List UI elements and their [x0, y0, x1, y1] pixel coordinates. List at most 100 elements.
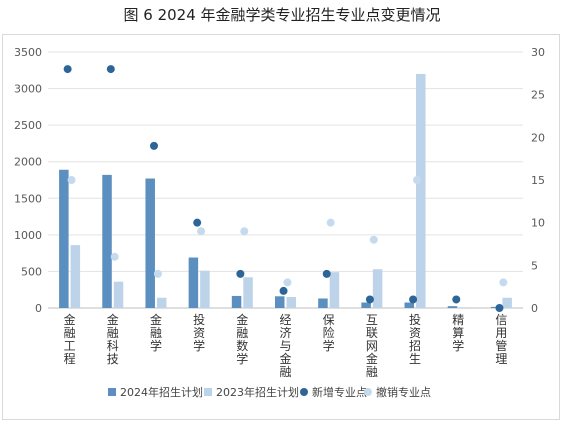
- category-label: 融: [150, 326, 162, 340]
- point-removed: [369, 235, 378, 244]
- point-new: [322, 269, 331, 278]
- point-new: [63, 65, 72, 74]
- legend-label: 2024年招生计划: [120, 385, 203, 399]
- y-left-tick-label: 1000: [14, 229, 42, 242]
- category-label: 数: [236, 338, 248, 353]
- legend-swatch: [108, 388, 116, 396]
- category-label: 经: [279, 313, 291, 327]
- category-label: 招: [409, 339, 421, 353]
- y-left-tick-label: 3000: [14, 83, 42, 96]
- bar-2023-plan: [113, 281, 124, 308]
- y-right-tick-label: 0: [531, 302, 538, 315]
- category-label: 金: [64, 312, 76, 327]
- y-left-tick-label: 0: [35, 302, 42, 315]
- category-label: 学: [193, 338, 205, 353]
- y-right-tick-label: 15: [531, 174, 545, 187]
- category-label: 联: [366, 326, 378, 340]
- bar-2023-plan: [372, 269, 383, 308]
- category-label: 程: [64, 351, 76, 366]
- point-new: [150, 141, 159, 150]
- category-label: 融: [107, 326, 119, 340]
- category-label: 保: [323, 313, 335, 327]
- category-label: 投: [409, 312, 421, 327]
- y-right-tick-label: 20: [531, 131, 545, 144]
- legend-label: 撤销专业点: [376, 385, 431, 399]
- point-removed: [197, 227, 206, 236]
- bar-2024-plan: [102, 174, 112, 308]
- bar-2024-plan: [447, 306, 458, 308]
- bar-2024-plan: [59, 169, 69, 308]
- category-label: 金: [236, 312, 248, 327]
- point-new: [409, 295, 418, 304]
- bar-2024-plan: [318, 298, 328, 308]
- y-left-tick-label: 2000: [14, 156, 42, 169]
- point-removed: [283, 278, 292, 287]
- y-right-tick-label: 25: [531, 89, 545, 102]
- category-label: 融: [279, 365, 291, 379]
- category-label: 融: [366, 365, 378, 379]
- point-removed: [67, 176, 76, 184]
- bar-2024-plan: [404, 302, 415, 308]
- legend-swatch: [364, 388, 372, 396]
- category-label: 理: [495, 352, 507, 366]
- bar-2023-plan: [200, 270, 210, 308]
- bar-2023-plan: [502, 297, 512, 308]
- point-new: [452, 295, 461, 304]
- chart-title: 图 6 2024 年金融学类专业招生专业点变更情况: [123, 6, 441, 24]
- category-label: 生: [409, 352, 421, 366]
- legend-swatch: [204, 388, 212, 396]
- point-removed: [326, 218, 335, 227]
- point-removed: [240, 227, 249, 236]
- category-label: 融: [236, 326, 248, 340]
- point-removed: [153, 269, 162, 278]
- bar-2023-plan: [156, 297, 167, 308]
- point-removed: [412, 176, 421, 184]
- point-removed: [499, 278, 508, 287]
- category-label: 工: [64, 339, 76, 353]
- point-removed: [110, 252, 119, 261]
- category-label: 信: [495, 313, 507, 327]
- point-new: [193, 218, 202, 227]
- category-label: 用: [495, 326, 507, 340]
- legend-label: 新增专业点: [312, 385, 367, 399]
- legend-swatch: [300, 388, 308, 396]
- category-label: 管: [495, 338, 507, 353]
- bar-2023-plan: [329, 272, 340, 308]
- y-left-tick-label: 1500: [14, 192, 42, 205]
- bar-2023-plan: [459, 307, 469, 308]
- bar-2023-plan: [416, 73, 426, 308]
- category-label: 与: [279, 339, 291, 353]
- category-label: 金: [366, 351, 378, 366]
- category-label: 网: [366, 339, 378, 353]
- point-new: [365, 295, 374, 304]
- category-label: 资: [409, 326, 421, 340]
- category-label: 资: [193, 326, 205, 340]
- y-right-tick-label: 30: [531, 46, 545, 59]
- category-label: 精: [452, 313, 464, 327]
- bar-2024-plan: [231, 295, 242, 308]
- category-label: 险: [323, 325, 335, 340]
- y-left-tick-label: 500: [21, 265, 42, 278]
- category-label: 金: [150, 312, 162, 327]
- point-new: [236, 269, 245, 278]
- y-left-tick-label: 3500: [14, 46, 42, 59]
- point-new: [279, 286, 288, 295]
- category-label: 融: [64, 326, 76, 340]
- y-left-tick-label: 2500: [14, 119, 42, 132]
- bar-2023-plan: [286, 297, 296, 308]
- category-label: 学: [323, 338, 335, 353]
- point-new: [106, 65, 115, 74]
- category-label: 技: [107, 352, 119, 366]
- bar-2024-plan: [188, 257, 199, 308]
- category-label: 济: [279, 325, 291, 340]
- category-label: 学: [236, 351, 248, 366]
- bar-2023-plan: [70, 245, 81, 308]
- point-new: [495, 304, 504, 312]
- category-label: 金: [107, 312, 119, 327]
- bar-2024-plan: [145, 178, 155, 308]
- bar-2023-plan: [243, 277, 253, 308]
- category-label: 算: [452, 325, 464, 340]
- chart-frame: [2, 34, 560, 420]
- category-label: 科: [107, 339, 119, 353]
